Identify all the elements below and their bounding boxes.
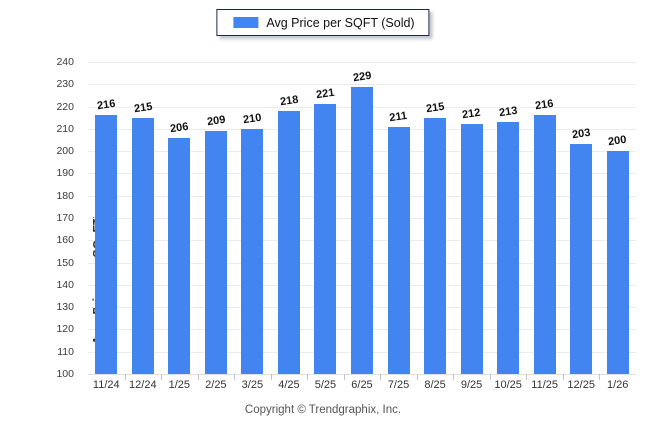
bar-8/25	[424, 117, 447, 374]
bar-value-label-3/25: 210	[242, 111, 263, 127]
y-tick-label-150: 150	[56, 256, 74, 269]
legend: Avg Price per SQFT (Sold)	[216, 9, 430, 36]
x-tick-label-12/25: 12/25	[567, 379, 595, 391]
x-axis-tick	[562, 374, 564, 380]
bar-5/25	[314, 104, 337, 374]
legend-label: Avg Price per SQFT (Sold)	[266, 15, 415, 30]
legend-swatch-avg-price	[233, 17, 259, 28]
x-axis-tick	[161, 374, 163, 380]
x-axis-tick	[234, 374, 236, 380]
bar-value-label-5/25: 221	[315, 87, 336, 102]
y-tick-label-190: 190	[56, 167, 74, 180]
bar-4/25	[277, 111, 300, 374]
x-tick-label-1/25: 1/25	[168, 379, 191, 391]
bar-10/25	[497, 122, 520, 374]
y-tick-label-240: 240	[56, 56, 74, 68]
x-tick-label-11/24: 11/24	[92, 379, 120, 391]
x-tick-label-5/25: 5/25	[314, 379, 337, 391]
y-tick-label-110: 110	[57, 345, 74, 358]
x-tick-label-1/26: 1/26	[607, 379, 629, 391]
y-tick-label-230: 230	[56, 78, 74, 91]
y-tick-label-210: 210	[56, 122, 74, 135]
x-axis-tick	[599, 374, 601, 380]
y-tick-label-160: 160	[56, 234, 74, 247]
x-axis-tick	[489, 374, 491, 380]
bar-6/25	[351, 86, 373, 374]
bar-value-label-11/25: 216	[534, 98, 555, 113]
bar-1/25	[168, 137, 191, 374]
bar-value-label-2/25: 209	[205, 113, 226, 129]
gridline-y-240	[88, 62, 636, 63]
bar-7/25	[387, 126, 410, 374]
x-tick-label-8/25: 8/25	[424, 379, 446, 391]
x-axis-tick	[453, 374, 455, 380]
copyright-text: Copyright © Trendgraphix, Inc.	[244, 404, 402, 416]
x-tick-label-10/25: 10/25	[494, 379, 522, 391]
bar-12/25	[570, 144, 593, 374]
x-axis-tick	[307, 374, 309, 380]
bar-value-label-7/25: 211	[388, 109, 409, 124]
gridline-y-100	[88, 374, 636, 375]
x-tick-label-11/25: 11/25	[531, 379, 559, 391]
y-tick-label-200: 200	[56, 145, 74, 158]
x-tick-label-3/25: 3/25	[241, 379, 264, 391]
y-tick-label-130: 130	[56, 301, 74, 314]
bar-value-label-6/25: 229	[352, 69, 372, 84]
bar-value-label-11/24: 216	[96, 98, 117, 113]
y-tick-label-220: 220	[56, 100, 74, 113]
bar-2/25	[204, 131, 227, 374]
x-tick-label-2/25: 2/25	[205, 379, 227, 391]
bar-11/24	[95, 115, 118, 374]
x-axis-tick	[343, 374, 345, 380]
x-tick-label-7/25: 7/25	[387, 379, 410, 391]
x-axis-tick	[197, 374, 199, 380]
bar-value-label-12/24: 215	[132, 100, 153, 115]
x-tick-label-9/25: 9/25	[460, 379, 483, 391]
bar-value-label-8/25: 215	[425, 100, 445, 115]
y-tick-label-120: 120	[56, 323, 74, 336]
y-tick-label-180: 180	[56, 189, 74, 202]
bar-3/25	[241, 128, 264, 374]
y-tick-label-170: 170	[56, 212, 74, 224]
y-tick-label-140: 140	[56, 278, 74, 291]
x-axis-tick	[416, 374, 418, 380]
x-axis-tick	[526, 374, 528, 380]
x-tick-label-6/25: 6/25	[351, 379, 373, 391]
x-axis-tick	[380, 374, 382, 380]
bar-value-label-1/26: 200	[607, 133, 628, 149]
bar-12/24	[131, 117, 154, 374]
x-axis-tick	[270, 374, 272, 380]
bar-11/25	[533, 115, 556, 374]
x-axis-tick	[124, 374, 126, 380]
gridline-y-230	[88, 84, 636, 86]
x-tick-label-4/25: 4/25	[278, 379, 300, 391]
plot-area: Avg. Price per SQ. FT. 24023022021020019…	[56, 56, 636, 391]
bar-value-label-1/25: 206	[169, 120, 190, 135]
bar-9/25	[460, 124, 483, 374]
x-tick-label-12/24: 12/24	[129, 379, 157, 391]
y-tick-label-100: 100	[56, 368, 74, 380]
bar-value-label-9/25: 212	[461, 107, 482, 122]
bar-1/26	[606, 151, 629, 374]
